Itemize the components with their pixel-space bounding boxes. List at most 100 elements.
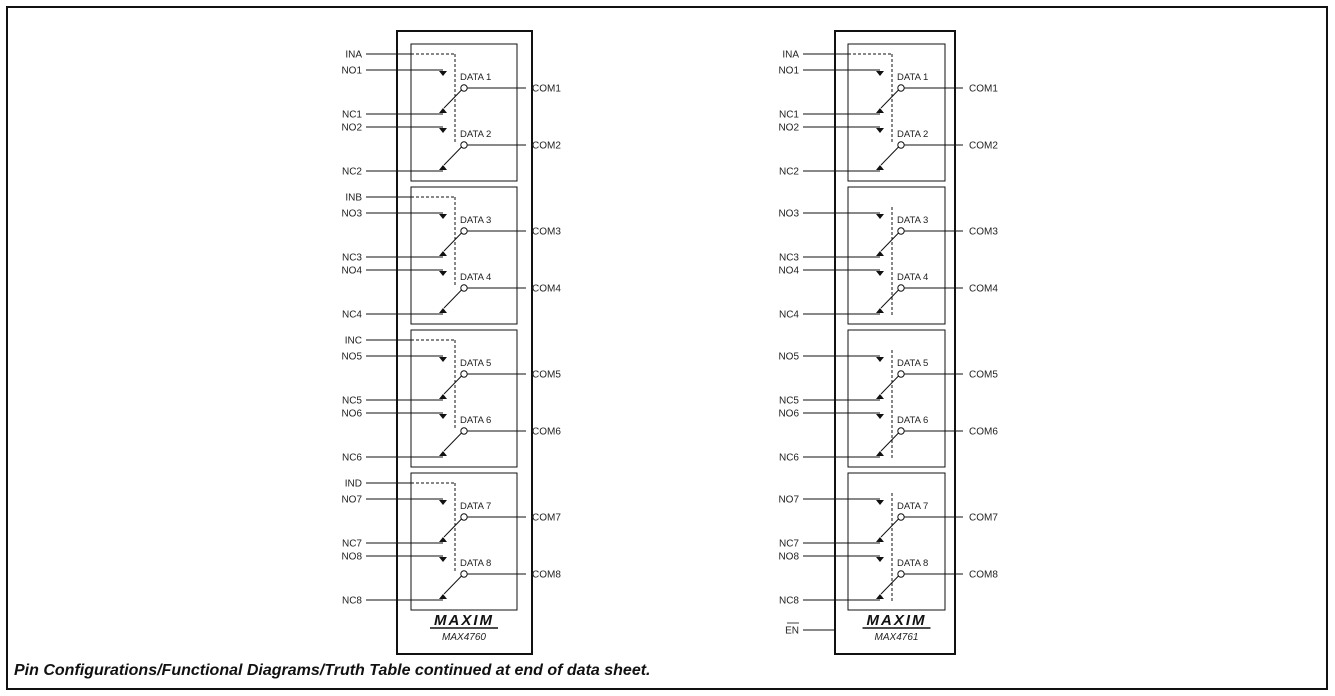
switch-block: [847, 186, 946, 325]
no-contact-arrow: [439, 414, 447, 419]
com-pin-label: COM5: [969, 370, 998, 381]
com-pin-label: COM1: [532, 84, 561, 95]
nc-pin-label: NC6: [779, 453, 799, 464]
switch-lever: [880, 289, 899, 309]
com-pivot: [897, 513, 905, 521]
com-pin-label: COM6: [532, 427, 561, 438]
nc-contact-arrow: [876, 165, 884, 170]
control-pin-label: INA: [782, 50, 799, 61]
data-label: DATA 8: [897, 558, 928, 569]
com-pin-label: COM7: [532, 513, 561, 524]
nc-contact-arrow: [876, 594, 884, 599]
com-pivot: [460, 141, 468, 149]
switch-lever: [443, 575, 462, 595]
com-pivot: [897, 141, 905, 149]
no-contact-arrow: [876, 357, 884, 362]
no-contact-arrow: [439, 71, 447, 76]
com-pin-label: COM2: [532, 141, 561, 152]
nc-pin-label: NC5: [779, 396, 799, 407]
nc-pin-label: NC8: [342, 596, 362, 607]
switch-lever: [880, 232, 899, 252]
nc-contact-arrow: [439, 537, 447, 542]
switch-lever: [443, 375, 462, 395]
no-pin-label: NO2: [778, 123, 799, 134]
no-contact-arrow: [876, 271, 884, 276]
control-pin-label: IND: [345, 479, 362, 490]
com-pin-label: COM4: [969, 284, 998, 295]
nc-pin-label: NC8: [779, 596, 799, 607]
switch-lever: [443, 146, 462, 166]
no-pin-label: NO1: [341, 66, 362, 77]
switch-block: [410, 472, 518, 611]
data-label: DATA 1: [897, 72, 928, 83]
com-pivot: [897, 570, 905, 578]
no-pin-label: NO4: [341, 266, 362, 277]
no-contact-arrow: [876, 128, 884, 133]
com-pivot: [460, 284, 468, 292]
com-pivot: [460, 513, 468, 521]
no-contact-arrow: [439, 500, 447, 505]
switch-lever: [880, 375, 899, 395]
no-contact-arrow: [439, 214, 447, 219]
nc-pin-label: NC6: [342, 453, 362, 464]
switch-block: [410, 43, 518, 182]
no-pin-label: NO7: [778, 495, 799, 506]
nc-pin-label: NC7: [779, 539, 799, 550]
figure-frame: [6, 6, 1328, 690]
switch-lever: [880, 146, 899, 166]
com-pin-label: COM8: [969, 570, 998, 581]
com-pivot: [897, 370, 905, 378]
data-label: DATA 5: [897, 358, 928, 369]
nc-pin-label: NC2: [342, 167, 362, 178]
com-pivot: [460, 370, 468, 378]
footer-note: Pin Configurations/Functional Diagrams/T…: [14, 662, 651, 679]
switch-block: [847, 329, 946, 468]
switch-lever: [443, 518, 462, 538]
nc-contact-arrow: [439, 308, 447, 313]
no-contact-arrow: [876, 500, 884, 505]
nc-pin-label: NC2: [779, 167, 799, 178]
no-contact-arrow: [439, 128, 447, 133]
switch-lever: [880, 575, 899, 595]
package-outline: [834, 30, 956, 655]
control-pin-label: INA: [345, 50, 362, 61]
nc-contact-arrow: [439, 451, 447, 456]
nc-pin-label: NC1: [779, 110, 799, 121]
com-pivot: [897, 227, 905, 235]
no-pin-label: NO6: [341, 409, 362, 420]
switch-block: [847, 43, 946, 182]
data-label: DATA 6: [460, 415, 491, 426]
data-label: DATA 6: [897, 415, 928, 426]
nc-pin-label: NC4: [779, 310, 799, 321]
part-number: MAX4761: [875, 632, 919, 643]
com-pivot: [460, 227, 468, 235]
nc-contact-arrow: [876, 451, 884, 456]
switch-block: [410, 186, 518, 325]
nc-contact-arrow: [439, 394, 447, 399]
enable-pin-label: EN: [785, 626, 799, 637]
nc-contact-arrow: [439, 594, 447, 599]
no-contact-arrow: [876, 214, 884, 219]
data-label: DATA 7: [897, 501, 928, 512]
switch-lever: [443, 232, 462, 252]
no-pin-label: NO1: [778, 66, 799, 77]
data-label: DATA 8: [460, 558, 491, 569]
com-pivot: [460, 84, 468, 92]
maxim-logo: MAXIM: [867, 612, 927, 629]
com-pin-label: COM6: [969, 427, 998, 438]
data-label: DATA 4: [460, 272, 491, 283]
com-pivot: [897, 284, 905, 292]
nc-contact-arrow: [439, 251, 447, 256]
switch-lever: [880, 518, 899, 538]
com-pin-label: COM2: [969, 141, 998, 152]
com-pin-label: COM5: [532, 370, 561, 381]
package-outline: [396, 30, 533, 655]
control-pin-label: INB: [345, 193, 362, 204]
no-contact-arrow: [439, 557, 447, 562]
no-contact-arrow: [439, 357, 447, 362]
nc-contact-arrow: [439, 165, 447, 170]
com-pin-label: COM8: [532, 570, 561, 581]
nc-pin-label: NC3: [342, 253, 362, 264]
com-pin-label: COM1: [969, 84, 998, 95]
